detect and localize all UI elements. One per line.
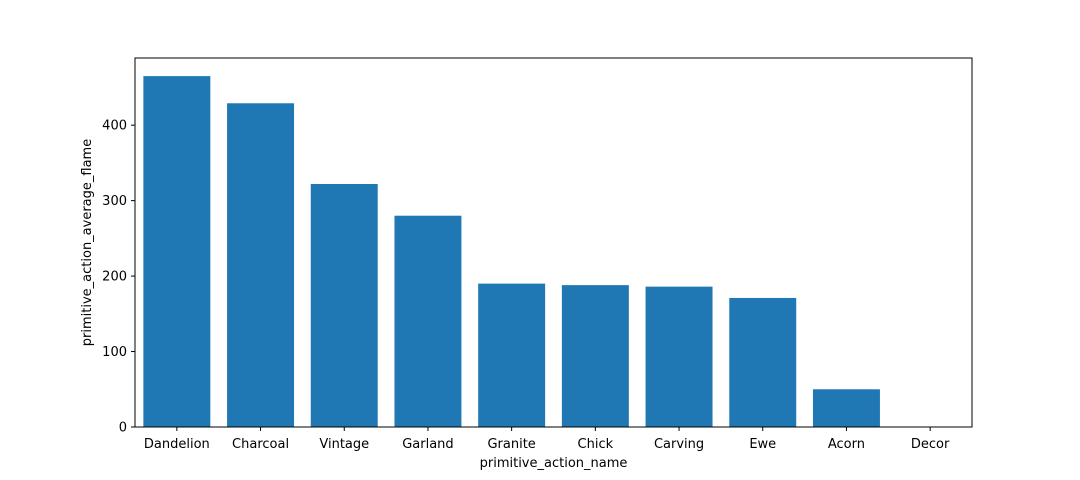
- y-tick-label: 100: [102, 345, 127, 360]
- bar-chick: [561, 285, 629, 427]
- bar-vintage: [310, 184, 378, 427]
- x-tick-label: Decor: [911, 437, 950, 452]
- x-tick-label: Chick: [578, 437, 614, 452]
- bars-group: [143, 76, 880, 428]
- x-axis-ticks: Dandelion Charcoal Vintage Garland Granite Ch…: [144, 427, 950, 452]
- x-tick-label: Garland: [402, 437, 453, 452]
- bar-dandelion: [143, 76, 211, 428]
- bar-carving: [645, 286, 713, 427]
- plot-frame: [134, 57, 973, 428]
- x-tick-label: Carving: [654, 437, 704, 452]
- y-axis-label: primitive_action_average_flame: [80, 139, 95, 346]
- x-tick-label: Ewe: [749, 437, 776, 452]
- bar-garland: [394, 215, 462, 427]
- x-tick-label: Acorn: [828, 437, 865, 452]
- bar-charcoal: [227, 103, 295, 428]
- x-tick-label: Granite: [487, 437, 535, 452]
- y-tick-label: 400: [102, 119, 127, 134]
- x-tick-label: Charcoal: [232, 437, 289, 452]
- y-tick-label: 300: [102, 194, 127, 209]
- x-tick-label: Dandelion: [144, 437, 210, 452]
- y-tick-label: 0: [119, 421, 127, 436]
- bar-ewe: [729, 297, 797, 427]
- bar-granite: [478, 283, 546, 427]
- y-tick-label: 200: [102, 270, 127, 285]
- x-axis-label: primitive_action_name: [480, 456, 628, 471]
- bar-acorn: [812, 389, 880, 427]
- x-tick-label: Vintage: [319, 437, 369, 452]
- y-axis-ticks: 0 100 200 300 400: [102, 119, 135, 436]
